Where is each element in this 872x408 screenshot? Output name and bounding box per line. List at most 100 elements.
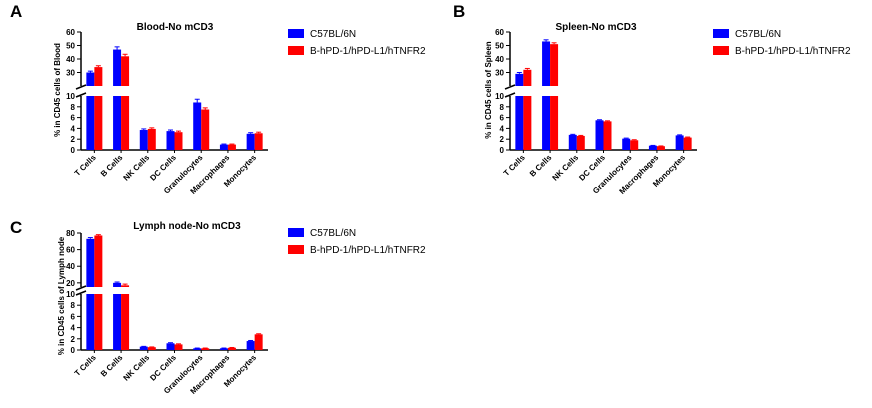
y-tick-label: 6 bbox=[71, 312, 76, 321]
axis-break-mark bbox=[75, 285, 87, 291]
legend-label: C57BL/6N bbox=[735, 29, 781, 40]
bar-t-cells-humanized-upper bbox=[523, 69, 532, 86]
bar-t-cells-wt-upper bbox=[86, 238, 95, 287]
legend-label: C57BL/6N bbox=[310, 228, 356, 239]
y-tick-label: 0 bbox=[500, 146, 505, 155]
y-axis-label: % in CD45 cells of Blood bbox=[53, 43, 62, 137]
bar-monocytes-humanized bbox=[254, 334, 263, 350]
bar-nk-cells-wt bbox=[568, 134, 577, 150]
y-tick-label: 2 bbox=[71, 135, 76, 144]
legend-label: C57BL/6N bbox=[310, 29, 356, 40]
bar-t-cells-humanized bbox=[94, 294, 103, 350]
bar-granulocytes-wt bbox=[622, 138, 631, 150]
y-tick-label: 2 bbox=[500, 135, 505, 144]
bar-t-cells-wt-upper bbox=[86, 72, 95, 86]
bar-t-cells-wt-upper bbox=[515, 73, 524, 86]
bar-macrophages-humanized bbox=[656, 146, 665, 150]
y-tick-label: 8 bbox=[500, 103, 505, 112]
y-tick-label: 40 bbox=[66, 55, 75, 64]
bar-granulocytes-wt bbox=[193, 348, 202, 350]
panel-c: C Lymph node-No mCD3 % in CD45 cells of Ly… bbox=[10, 218, 426, 396]
panel-b: B Spleen-No mCD3 % in CD45 cells of Spleen… bbox=[453, 2, 851, 196]
chart-title: Spleen-No mCD3 bbox=[555, 22, 637, 33]
bar-b-cells-humanized bbox=[121, 96, 130, 150]
y-tick-label: 10 bbox=[495, 92, 504, 101]
bar-t-cells-wt bbox=[86, 96, 95, 150]
x-tick-label: T Cells bbox=[502, 153, 527, 178]
bar-b-cells-humanized bbox=[550, 96, 559, 150]
y-tick-label: 20 bbox=[66, 279, 75, 288]
bar-dc-cells-humanized bbox=[174, 132, 183, 150]
y-tick-label: 6 bbox=[71, 114, 76, 123]
bar-nk-cells-wt bbox=[139, 130, 148, 150]
bar-monocytes-wt bbox=[246, 341, 255, 350]
y-tick-label: 40 bbox=[66, 262, 75, 271]
bar-monocytes-wt bbox=[246, 133, 255, 150]
x-tick-label: B Cells bbox=[99, 153, 125, 179]
panel-letter: A bbox=[10, 2, 22, 21]
legend-label: B-hPD-1/hPD-L1/hTNFR2 bbox=[735, 46, 851, 57]
bar-nk-cells-humanized bbox=[576, 135, 585, 150]
y-tick-label: 0 bbox=[71, 146, 76, 155]
y-tick-label: 10 bbox=[66, 92, 75, 101]
y-tick-label: 0 bbox=[71, 346, 76, 355]
y-tick-label: 4 bbox=[500, 124, 505, 133]
bar-nk-cells-humanized bbox=[147, 347, 156, 350]
bar-monocytes-humanized bbox=[254, 133, 263, 150]
y-tick-label: 2 bbox=[71, 335, 76, 344]
bar-b-cells-wt bbox=[542, 96, 551, 150]
y-tick-label: 50 bbox=[66, 42, 75, 51]
legend-swatch bbox=[288, 228, 304, 237]
y-tick-label: 4 bbox=[71, 124, 76, 133]
axis-break-mark bbox=[504, 84, 516, 90]
bar-dc-cells-humanized bbox=[603, 121, 612, 150]
bar-dc-cells-humanized bbox=[174, 344, 183, 350]
y-tick-label: 8 bbox=[71, 301, 76, 310]
bar-granulocytes-humanized bbox=[201, 348, 210, 350]
y-tick-label: 4 bbox=[71, 324, 76, 333]
legend-swatch bbox=[288, 46, 304, 55]
y-tick-label: 30 bbox=[66, 69, 75, 78]
bar-macrophages-wt bbox=[219, 144, 228, 150]
bar-macrophages-wt bbox=[219, 348, 228, 350]
x-tick-label: NK Cells bbox=[551, 153, 581, 183]
bar-monocytes-wt bbox=[675, 135, 684, 150]
bar-granulocytes-humanized bbox=[630, 140, 639, 150]
bar-macrophages-humanized bbox=[227, 347, 236, 350]
bar-b-cells-wt bbox=[113, 294, 122, 350]
bar-t-cells-wt bbox=[86, 294, 95, 350]
y-tick-label: 8 bbox=[71, 103, 76, 112]
bar-b-cells-humanized-upper bbox=[550, 44, 559, 86]
bar-nk-cells-wt bbox=[139, 346, 148, 350]
bar-dc-cells-wt bbox=[166, 343, 175, 350]
bar-nk-cells-humanized bbox=[147, 128, 156, 150]
bar-macrophages-wt bbox=[648, 145, 657, 150]
legend-swatch bbox=[288, 245, 304, 254]
y-tick-label: 60 bbox=[66, 246, 75, 255]
x-tick-label: NK Cells bbox=[122, 353, 152, 383]
bar-b-cells-humanized-upper bbox=[121, 285, 130, 287]
y-axis-label: % in CD45 cells of Spleen bbox=[484, 41, 493, 138]
panel-a: A Blood-No mCD3 % in CD45 cells of Blood 0 2… bbox=[10, 2, 426, 196]
y-tick-label: 40 bbox=[495, 55, 504, 64]
x-tick-label: B Cells bbox=[528, 153, 554, 179]
bar-b-cells-wt-upper bbox=[542, 41, 551, 86]
bar-b-cells-wt-upper bbox=[113, 49, 122, 86]
panel-letter: B bbox=[453, 2, 465, 21]
bar-monocytes-humanized bbox=[683, 137, 692, 150]
bar-b-cells-humanized bbox=[121, 294, 130, 350]
y-tick-label: 6 bbox=[500, 114, 505, 123]
legend-swatch bbox=[713, 29, 729, 38]
legend-swatch bbox=[288, 29, 304, 38]
bar-t-cells-humanized-upper bbox=[94, 235, 103, 287]
chart-title: Lymph node-No mCD3 bbox=[133, 221, 241, 232]
bar-granulocytes-humanized bbox=[201, 109, 210, 150]
legend-swatch bbox=[713, 46, 729, 55]
bar-t-cells-humanized bbox=[94, 96, 103, 150]
bar-b-cells-wt-upper bbox=[113, 282, 122, 287]
y-tick-label: 60 bbox=[495, 28, 504, 37]
y-tick-label: 10 bbox=[66, 290, 75, 299]
bar-b-cells-wt bbox=[113, 96, 122, 150]
y-tick-label: 80 bbox=[66, 229, 75, 238]
